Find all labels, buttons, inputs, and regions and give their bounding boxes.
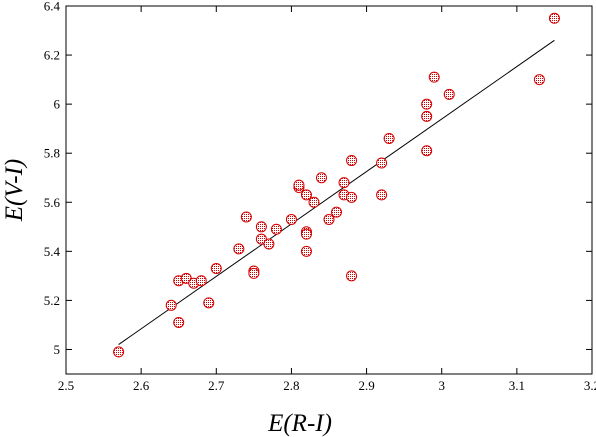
- data-point: [300, 189, 312, 201]
- x-tick-label: 2.9: [358, 378, 374, 393]
- data-point: [233, 243, 245, 255]
- data-points: [113, 12, 560, 358]
- y-tick-label: 5.8: [44, 146, 60, 161]
- x-tick-label: 2.8: [283, 378, 299, 393]
- data-point: [210, 263, 222, 275]
- data-point: [346, 191, 358, 203]
- y-tick-label: 5.6: [44, 195, 61, 210]
- data-point: [428, 71, 440, 83]
- fit-line: [118, 39, 555, 345]
- data-point: [548, 12, 560, 24]
- data-point: [293, 179, 305, 191]
- data-point: [331, 206, 343, 218]
- data-point: [180, 272, 192, 284]
- x-axis-title: E(R-I): [267, 410, 332, 437]
- data-point: [533, 74, 545, 86]
- x-tick-label: 2.7: [208, 378, 225, 393]
- data-point: [285, 213, 297, 225]
- data-point: [376, 157, 388, 169]
- data-point: [255, 233, 267, 245]
- y-axis-title: E(V-I): [1, 159, 28, 222]
- data-point: [165, 299, 177, 311]
- data-point: [173, 316, 185, 328]
- data-point: [376, 189, 388, 201]
- data-point: [323, 213, 335, 225]
- fit-line-group: [118, 39, 555, 345]
- x-tick-label: 3.1: [509, 378, 525, 393]
- y-tick-label: 6.4: [44, 0, 61, 14]
- y-tick-label: 5.4: [44, 244, 61, 259]
- data-point: [113, 346, 125, 358]
- data-point: [255, 221, 267, 233]
- x-tick-label: 2.6: [133, 378, 150, 393]
- data-point: [421, 145, 433, 157]
- data-point: [263, 238, 275, 250]
- data-point: [346, 270, 358, 282]
- y-tick-label: 5.2: [44, 293, 60, 308]
- x-tick-label: 3: [438, 378, 445, 393]
- x-tick-label: 2.5: [58, 378, 74, 393]
- axis-ticks: 2.5 2.6 2.7 2.8 2.9 3 3.1 3.2 5 5.2 5.4 5.6 5.8 6 6.2 6…: [44, 0, 596, 393]
- data-point: [346, 155, 358, 167]
- data-point: [443, 88, 455, 100]
- data-point: [270, 223, 282, 235]
- plot-area-frame: [65, 5, 593, 375]
- y-tick-label: 5: [54, 342, 61, 357]
- data-point: [240, 211, 252, 223]
- data-point: [195, 275, 207, 287]
- data-point: [248, 267, 260, 279]
- data-point: [203, 297, 215, 309]
- data-point: [315, 172, 327, 184]
- x-tick-label: 3.2: [584, 378, 596, 393]
- y-tick-label: 6.2: [44, 48, 60, 63]
- data-point: [383, 132, 395, 144]
- y-tick-label: 6: [54, 97, 61, 112]
- data-point: [300, 245, 312, 257]
- data-point: [421, 98, 433, 110]
- data-point: [300, 228, 312, 240]
- data-point: [421, 110, 433, 122]
- data-point: [338, 177, 350, 189]
- data-point: [308, 196, 320, 208]
